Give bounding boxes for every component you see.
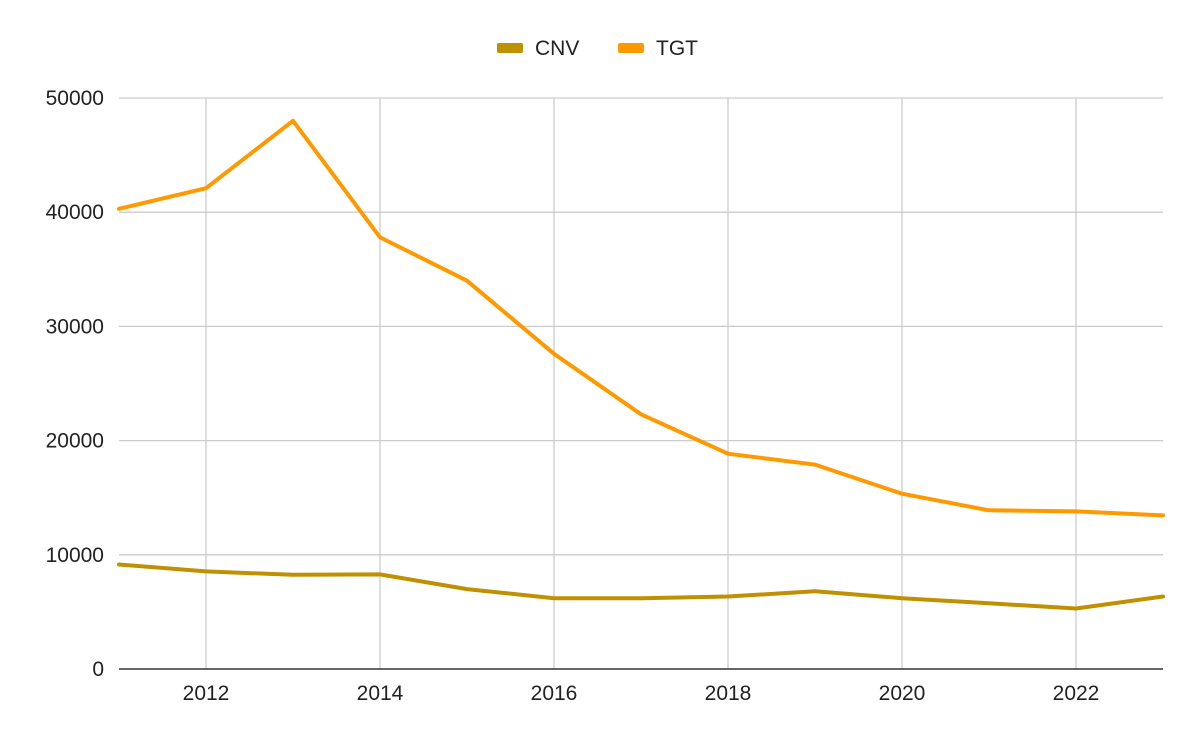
legend-swatch-cnv (497, 43, 523, 53)
series-line-cnv (117, 562, 1165, 611)
legend-label-cnv: CNV (535, 37, 579, 60)
y-tick-labels: 0 10000 20000 30000 40000 50000 (46, 87, 104, 681)
y-tick-label: 20000 (46, 430, 104, 453)
y-tick-label: 10000 (46, 544, 104, 567)
y-tick-label: 50000 (46, 87, 104, 110)
grid-lines (119, 97, 1163, 669)
x-tick-label: 2022 (1053, 682, 1100, 705)
legend: CNV TGT (497, 37, 698, 60)
series-line-tgt (117, 118, 1165, 518)
legend-label-tgt: TGT (656, 37, 698, 60)
x-tick-label: 2018 (705, 682, 752, 705)
x-tick-label: 2016 (531, 682, 578, 705)
series-lines (117, 118, 1165, 611)
x-tick-label: 2014 (357, 682, 404, 705)
x-tick-label: 2012 (183, 682, 230, 705)
y-tick-label: 0 (92, 658, 104, 681)
legend-swatch-tgt (618, 43, 644, 53)
y-tick-label: 30000 (46, 315, 104, 338)
y-tick-label: 40000 (46, 201, 104, 224)
x-tick-label: 2020 (879, 682, 926, 705)
x-tick-labels: 2012 2014 2016 2018 2020 2022 (183, 682, 1100, 705)
